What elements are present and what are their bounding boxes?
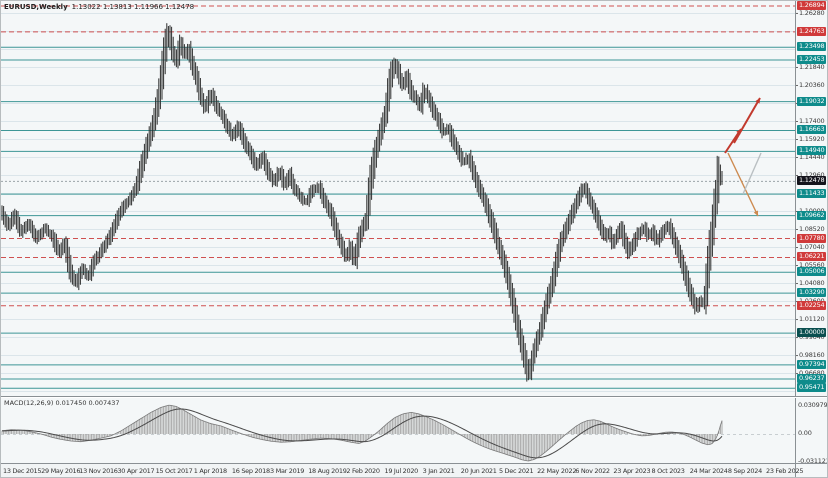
macd-signal-line xyxy=(1,408,723,459)
ohlc-values-label: 1.13022 1.13813 1.11966 1.12478 xyxy=(71,3,195,11)
macd-signal-value: 0.007437 xyxy=(88,399,120,407)
macd-value: 0.017450 xyxy=(55,399,87,407)
price-bars xyxy=(1,23,723,382)
bearish-projection-arrow[interactable] xyxy=(727,152,759,217)
alternate-path-line[interactable] xyxy=(742,152,762,195)
chart-title: EURUSD,Weekly 1.13022 1.13813 1.11966 1.1… xyxy=(4,3,194,11)
horizontal-level-lines[interactable] xyxy=(1,5,795,389)
macd-indicator-label: MACD(12,26,9) 0.017450 0.007437 xyxy=(4,399,120,407)
macd-indicator-pane xyxy=(1,404,795,462)
macd-main-line xyxy=(1,404,723,462)
gridlines xyxy=(1,12,798,392)
trend-arrow-objects[interactable] xyxy=(724,97,762,217)
bearish-projection-arrow-head xyxy=(753,210,759,216)
bullish-projection-arrow-2-head xyxy=(755,98,760,104)
symbol-timeframe-label: EURUSD,Weekly xyxy=(4,3,68,11)
macd-name: MACD(12,26,9) xyxy=(4,399,54,407)
date-axis-strip xyxy=(1,464,795,477)
bullish-projection-arrow-2[interactable] xyxy=(733,97,761,144)
